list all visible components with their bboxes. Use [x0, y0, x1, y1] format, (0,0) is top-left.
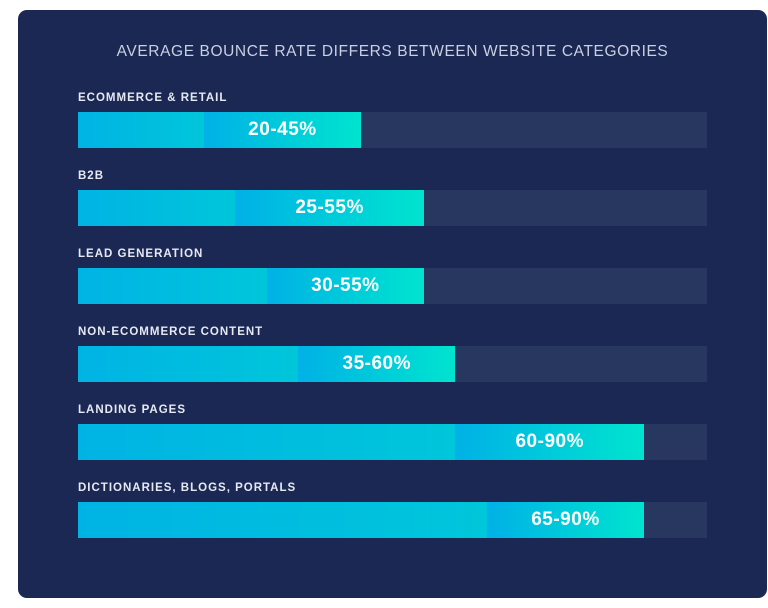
category-label: ECOMMERCE & RETAIL	[78, 92, 228, 104]
bar-range-segment	[235, 190, 424, 226]
bar-range-segment	[266, 268, 424, 304]
bar-track: 60-90%	[78, 424, 707, 460]
bar-base-segment	[78, 190, 236, 226]
category-label: DICTIONARIES, BLOGS, PORTALS	[78, 482, 297, 494]
chart-title: AVERAGE BOUNCE RATE DIFFERS BETWEEN WEBS…	[116, 43, 669, 60]
bar-base-segment	[78, 502, 487, 538]
bar-track: 25-55%	[78, 190, 707, 226]
bar-range-segment	[203, 112, 362, 148]
bar-base-segment	[78, 424, 456, 460]
chart-card: AVERAGE BOUNCE RATE DIFFERS BETWEEN WEBS…	[18, 10, 767, 598]
category-label: LEAD GENERATION	[78, 248, 204, 260]
data-label: 60-90%	[515, 431, 584, 452]
bar-track: 20-45%	[78, 112, 707, 148]
category-label: LANDING PAGES	[78, 404, 186, 416]
data-label: 35-60%	[342, 353, 412, 374]
bar-track: 30-55%	[78, 268, 707, 304]
bar-track: 35-60%	[78, 346, 707, 382]
data-label: 20-45%	[248, 119, 317, 140]
bar-track: 65-90%	[78, 502, 707, 538]
data-label: 25-55%	[295, 197, 364, 218]
category-label: NON-ECOMMERCE CONTENT	[78, 326, 264, 338]
bar-range-segment	[455, 424, 645, 460]
bar-range-segment	[486, 502, 645, 538]
category-label: B2B	[78, 170, 105, 182]
bar-base-segment	[78, 346, 299, 382]
bar-range-segment	[298, 346, 456, 382]
bar-base-segment	[78, 268, 267, 304]
data-label: 30-55%	[311, 275, 380, 296]
data-label: 65-90%	[531, 509, 600, 530]
bar-base-segment	[78, 112, 204, 148]
